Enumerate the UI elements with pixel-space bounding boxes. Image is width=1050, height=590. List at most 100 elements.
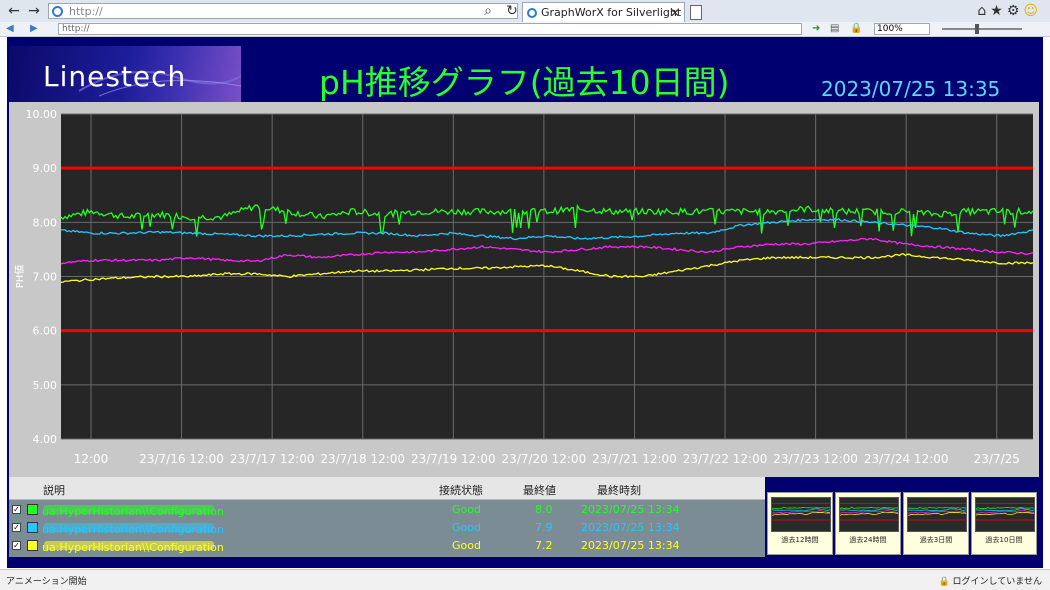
thumb-chart-image (839, 497, 899, 532)
zoom-level-field[interactable]: 100% (874, 23, 930, 35)
x-tick-label: 23/7/23 12:00 (773, 452, 858, 466)
refresh-icon[interactable]: ↻ (506, 3, 518, 19)
browser-toolbar: ← → http:// ⌕ ↻ GraphWorX for Silverligh… (0, 0, 1050, 23)
thumb-label: 過去3日間 (919, 536, 953, 544)
thumb-series-line (772, 508, 830, 512)
y-axis-label: PH値 (13, 265, 26, 289)
command-address-field[interactable]: http:// (58, 23, 802, 35)
thumb-series-line (772, 512, 830, 516)
series-color-swatch (27, 504, 38, 515)
thumb-series-line (976, 512, 1034, 516)
x-tick-label: 23/7/19 12:00 (411, 452, 496, 466)
x-tick-label: 23/7/22 12:00 (683, 452, 768, 466)
thumb-chart-image (975, 497, 1035, 532)
thumb-12h[interactable]: 過去12時間 (767, 492, 833, 555)
close-tab-icon[interactable]: ✕ (669, 6, 680, 20)
tab-graphworx[interactable]: GraphWorX for Silverlight ✕ (522, 2, 685, 22)
redacted-path (44, 523, 214, 532)
x-tick-label: 23/7/16 12:00 (139, 452, 224, 466)
range-thumbnails: 過去12時間 過去24時間 過去3日間 過去10日間 (765, 492, 1039, 556)
zoom-slider[interactable] (942, 28, 1022, 30)
back-icon[interactable]: ← (8, 3, 20, 19)
series-last-value: 7.9 (535, 521, 553, 534)
address-bar[interactable]: http:// (48, 3, 518, 19)
header-status: 接続状態 (439, 484, 483, 497)
redacted-path (44, 505, 214, 514)
thumb-label: 過去24時間 (849, 536, 887, 544)
x-tick-label: 23/7/25 (974, 452, 1020, 466)
series-status: Good (452, 503, 481, 516)
forward-small-icon[interactable]: ▶ (30, 23, 38, 34)
y-tick-label: 4.00 (33, 433, 58, 446)
thumb-series-line (840, 508, 898, 512)
series-last-time: 2023/07/25 13:34 (581, 521, 680, 534)
back-small-icon[interactable]: ◀ (6, 23, 14, 34)
thumb-chart-image (907, 497, 967, 532)
thumb-series-line (772, 510, 830, 514)
tab-title: GraphWorX for Silverlight (541, 6, 682, 19)
home-icon[interactable]: ⌂ (977, 3, 991, 19)
visibility-checkbox[interactable]: ✓ (12, 541, 21, 550)
ph-trend-chart[interactable]: 12:00 23/7/16 12:00 23/7/17 12:00 23/7/18 1… (9, 102, 1039, 477)
chart-container: 12:00 23/7/16 12:00 23/7/17 12:00 23/7/18 1… (9, 102, 1039, 477)
series-status: Good (452, 521, 481, 534)
lock-icon: 🔒 (938, 577, 950, 587)
thumb-series-line (840, 511, 898, 516)
thumb-series-line (840, 506, 898, 510)
favorites-star-icon[interactable]: ★ (990, 3, 1007, 19)
zoom-slider-thumb[interactable] (975, 24, 979, 34)
x-tick-label: 23/7/20 12:00 (502, 452, 587, 466)
header-description: 説明 (43, 484, 65, 497)
command-bar: ◀ ▶ http:// ➜ ▤ 🔒 100% (0, 22, 1050, 37)
page-title: pH推移グラフ(過去10日間) (319, 63, 730, 102)
y-tick-label: 6.00 (33, 325, 58, 338)
gear-icon[interactable]: ⚙ (1006, 3, 1024, 19)
new-tab-icon[interactable] (690, 5, 702, 20)
series-last-value: 7.2 (535, 539, 553, 552)
graphworx-app: Linestech pH推移グラフ(過去10日間) 2023/07/25 13:… (7, 37, 1043, 568)
current-datetime: 2023/07/25 13:35 (821, 77, 1001, 101)
thumb-series-line (976, 510, 1034, 514)
visibility-checkbox[interactable]: ✓ (12, 505, 21, 514)
y-tick-label: 7.00 (33, 271, 58, 284)
ie-icon (52, 6, 63, 17)
y-tick-label: 9.00 (33, 162, 58, 175)
status-right-text: 🔒 ログインしていません (938, 574, 1042, 587)
x-tick-label: 12:00 (74, 452, 109, 466)
search-icon[interactable]: ⌕ (484, 3, 492, 19)
series-line (60, 237, 1034, 265)
series-last-time: 2023/07/25 13:34 (581, 503, 680, 516)
status-bar: アニメーション開始 🔒 ログインしていません (0, 569, 1050, 590)
smiley-icon[interactable]: ☺ (1023, 3, 1042, 19)
thumb-series-line (772, 506, 830, 509)
forward-icon[interactable]: → (28, 3, 40, 19)
legend-row[interactable]: ✓ ua:HyperHistorian\\Configuration Good … (9, 519, 765, 537)
series-color-swatch (27, 522, 38, 533)
redacted-path (44, 541, 214, 550)
lock-icon[interactable]: 🔒 (850, 23, 863, 34)
thumb-10d[interactable]: 過去10日間 (971, 492, 1037, 555)
thumb-24h[interactable]: 過去24時間 (835, 492, 901, 555)
toolbar-icons: ⌂★⚙☺ (977, 3, 1042, 19)
thumb-series-line (908, 510, 966, 514)
address-text: http:// (69, 5, 103, 18)
thumb-chart-image (771, 497, 831, 532)
thumb-series-line (840, 510, 898, 514)
legend-table: 説明 接続状態 最終値 最終時刻 ✓ ua:HyperHistorian\\Co… (9, 477, 765, 557)
logo-swoosh-icon (78, 70, 241, 97)
thumb-series-line (908, 507, 966, 509)
visibility-checkbox[interactable]: ✓ (12, 523, 21, 532)
command-address-text: http:// (62, 24, 90, 34)
thumb-series-line (976, 508, 1034, 511)
compat-icon[interactable]: ▤ (830, 23, 840, 34)
series-line (60, 203, 1034, 237)
series-last-time: 2023/07/25 13:34 (581, 539, 680, 552)
y-tick-label: 10.00 (26, 108, 58, 121)
thumb-3d[interactable]: 過去3日間 (903, 492, 969, 555)
legend-header: 説明 接続状態 最終値 最終時刻 (9, 477, 765, 500)
series-last-value: 8.0 (535, 503, 553, 516)
legend-row[interactable]: ✓ ua:HyperHistorian\\Configuration Good … (9, 501, 765, 519)
go-icon[interactable]: ➜ (812, 23, 821, 34)
legend-row[interactable]: ✓ ua:HyperHistorian\\Configuration Good … (9, 537, 765, 555)
series-status: Good (452, 539, 481, 552)
